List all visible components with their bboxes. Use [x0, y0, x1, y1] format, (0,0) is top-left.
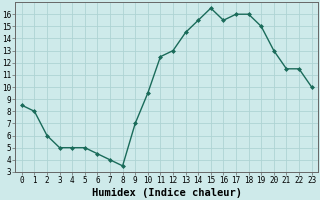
- X-axis label: Humidex (Indice chaleur): Humidex (Indice chaleur): [92, 188, 242, 198]
